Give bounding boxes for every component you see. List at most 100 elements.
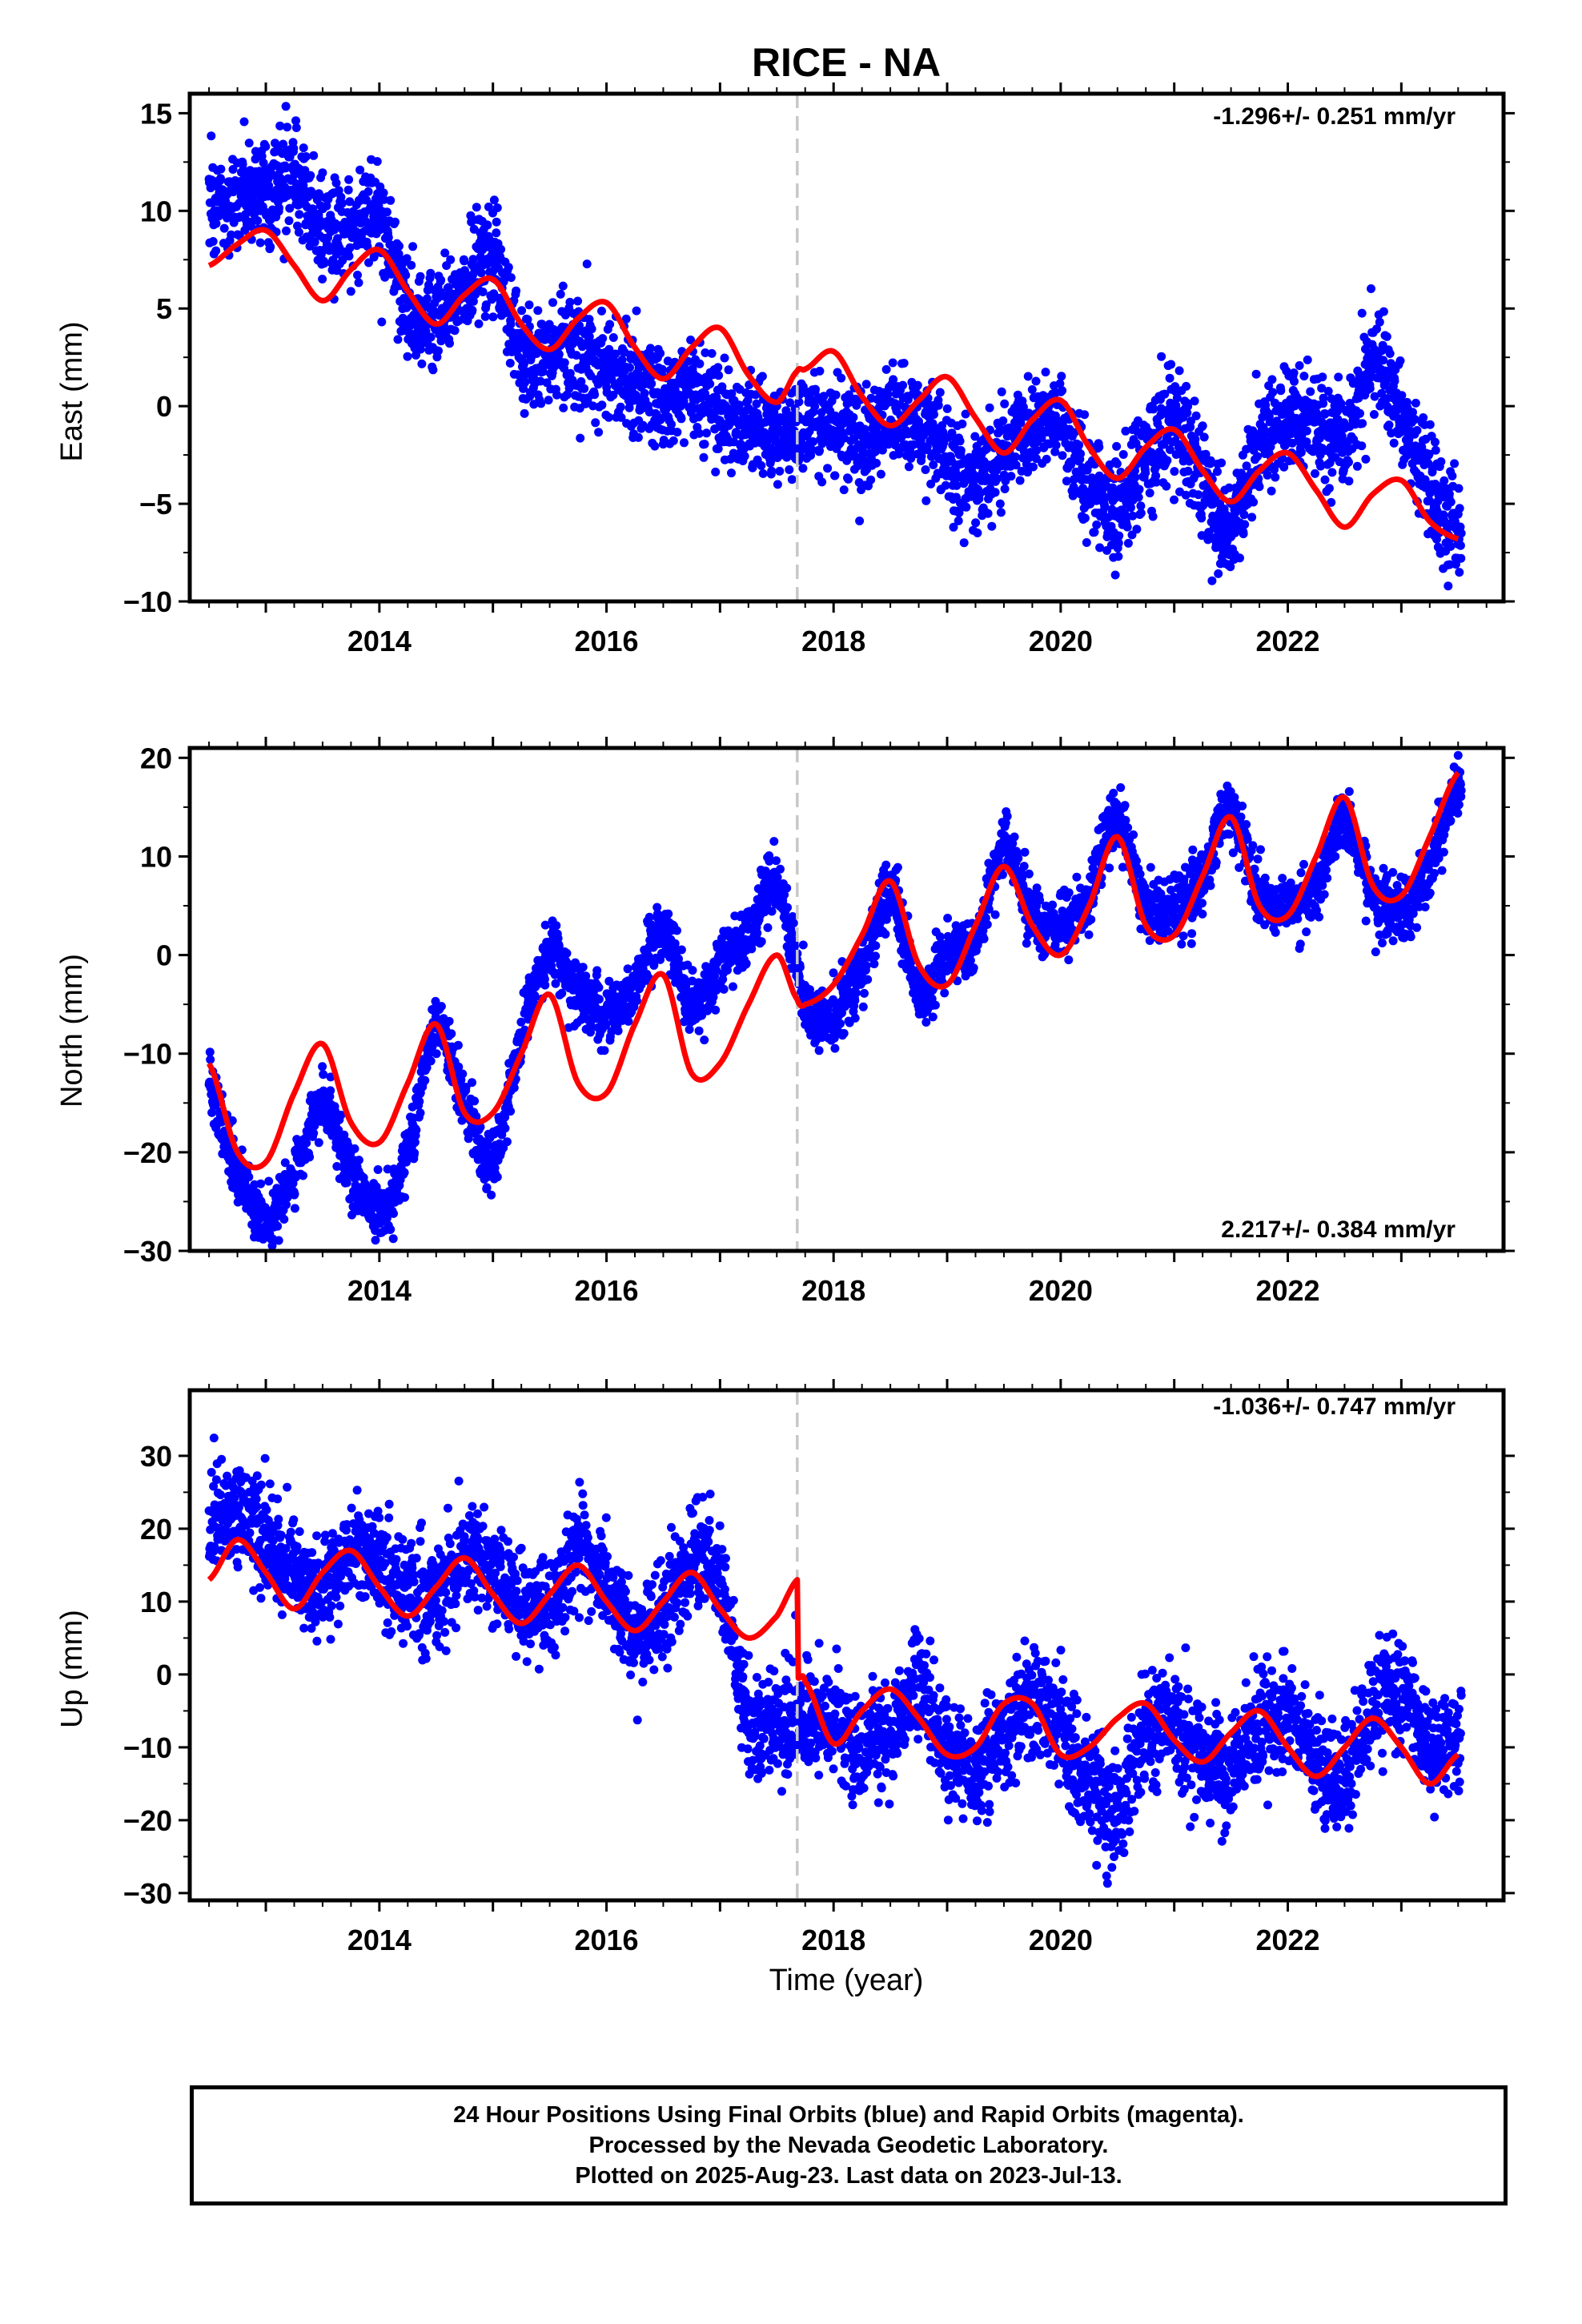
east-observed-point	[1055, 379, 1065, 388]
east-observed-point	[297, 191, 306, 201]
east-plot-frame	[187, 91, 1506, 604]
east-observed-point	[559, 403, 568, 412]
east-observed-point	[275, 203, 283, 213]
east-observed-point	[1171, 400, 1181, 410]
east-observed-point	[239, 117, 249, 127]
east-observed-point	[724, 365, 733, 375]
north-observed-point	[319, 1070, 328, 1080]
north-observed-point	[530, 991, 540, 1000]
east-observed-point	[930, 410, 938, 419]
east-observed-point	[343, 185, 353, 195]
east-observed-point	[1082, 538, 1091, 547]
east-observed-point	[699, 452, 709, 462]
east-observed-point	[1410, 415, 1419, 424]
east-observed-point	[1151, 471, 1161, 480]
east-observed-point	[408, 242, 418, 251]
east-observed-point	[332, 266, 342, 275]
north-observed-point	[516, 1017, 526, 1027]
east-observed-point	[1095, 543, 1105, 553]
east-observed-point	[952, 480, 962, 490]
east-observed-point	[536, 399, 546, 408]
east-observed-point	[632, 306, 641, 316]
east-observed-point	[1136, 501, 1146, 511]
east-observed-point	[1316, 461, 1325, 471]
east-observed-point	[656, 348, 665, 358]
north-observed-point	[267, 1241, 277, 1251]
east-observed-point	[1412, 426, 1422, 435]
north-observed-point	[562, 948, 572, 958]
east-observed-point	[1251, 369, 1261, 379]
east-observed-point	[647, 379, 656, 388]
east-observed-point	[295, 210, 304, 219]
north-observed-point	[400, 1192, 409, 1202]
east-x-tick-label: 2016	[574, 625, 638, 657]
east-y-tick-label: 10	[140, 195, 172, 227]
east-observed-point	[1092, 520, 1102, 529]
east-observed-point	[594, 428, 604, 437]
east-observed-point	[1319, 393, 1328, 403]
east-observed-point	[970, 432, 980, 441]
east-observed-point	[1090, 528, 1099, 537]
east-observed-point	[1439, 476, 1449, 485]
east-observed-point	[1182, 408, 1192, 418]
east-observed-point	[208, 237, 218, 246]
east-observed-point	[1263, 470, 1272, 480]
east-observed-point	[1226, 562, 1235, 572]
north-observed-point	[302, 1138, 311, 1148]
east-observed-point	[520, 408, 529, 418]
east-observed-point	[913, 380, 922, 390]
east-observed-point	[1050, 447, 1060, 456]
north-observed-point	[400, 1168, 409, 1177]
east-observed-point	[646, 344, 655, 353]
east-observed-point	[1361, 454, 1371, 464]
east-observed-point	[573, 296, 583, 306]
east-observed-point	[1037, 433, 1046, 443]
east-observed-point	[1136, 509, 1146, 518]
east-observed-point	[1431, 445, 1440, 455]
east-observed-point	[558, 281, 568, 291]
east-observed-point	[1076, 449, 1085, 459]
north-observed-point	[305, 1152, 315, 1162]
north-observed-point	[470, 1096, 480, 1106]
north-observed-point	[578, 963, 588, 972]
east-observed-point	[962, 502, 971, 512]
east-observed-point	[283, 123, 292, 132]
east-observed-point	[227, 230, 236, 239]
north-observed-point	[431, 996, 440, 1006]
east-observed-point	[809, 437, 818, 446]
east-observed-point	[1214, 569, 1223, 578]
east-observed-point	[717, 382, 727, 392]
east-observed-point	[1239, 510, 1249, 520]
east-observed-point	[657, 364, 667, 374]
east-observed-point	[839, 485, 849, 495]
east-observed-point	[1375, 317, 1384, 327]
north-observed-point	[274, 1236, 283, 1245]
east-observed-point	[1122, 522, 1132, 532]
east-observed-point	[403, 352, 412, 361]
east-observed-point	[325, 243, 335, 252]
east-observed-point	[1010, 452, 1020, 461]
east-observed-point	[1446, 497, 1456, 507]
east-observed-point	[773, 480, 782, 489]
east-observed-point	[428, 365, 438, 375]
east-observed-point	[1358, 419, 1367, 428]
east-observed-point	[787, 475, 797, 485]
east-observed-point	[1420, 475, 1430, 485]
east-observed-point	[640, 388, 649, 398]
east-observed-point	[346, 287, 355, 296]
east-observed-point	[480, 312, 490, 321]
north-observed-point	[244, 1172, 254, 1182]
east-observed-point	[1357, 441, 1367, 451]
east-observed-point	[1069, 475, 1078, 485]
east-observed-point	[318, 168, 327, 178]
east-observed-point	[669, 436, 678, 445]
east-observed-point	[1408, 408, 1417, 417]
east-observed-point	[947, 456, 957, 466]
east-observed-point	[517, 306, 527, 316]
north-observed-point	[412, 1125, 421, 1135]
east-x-tick-label: 2022	[1255, 625, 1319, 657]
north-observed-point	[205, 1047, 215, 1057]
east-observed-point	[590, 390, 600, 400]
east-observed-point	[1365, 384, 1375, 393]
